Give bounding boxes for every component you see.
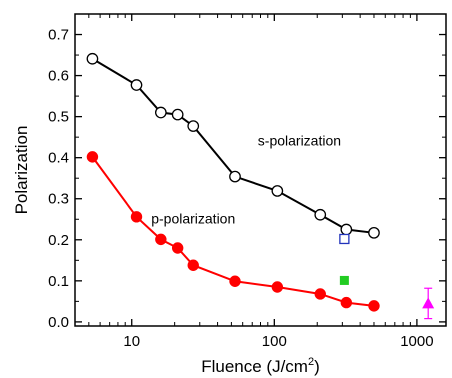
data-point xyxy=(86,151,99,163)
data-point xyxy=(130,79,143,91)
series-4 xyxy=(422,287,435,320)
y-tick-label: 0.2 xyxy=(48,232,69,249)
data-point xyxy=(130,211,143,223)
plot-frame xyxy=(74,13,447,327)
data-point xyxy=(340,223,353,236)
series-0 xyxy=(86,52,380,239)
x-axis-title: Fluence (J/cm2) xyxy=(201,356,320,376)
x-tick-label: 100 xyxy=(262,333,287,350)
axis-ticks: 10 100 1000 0.0 0.1 0.2 0.3 0.4 0.5 0.6 0.7 xyxy=(48,14,446,350)
x-axis-title-main: Fluence (J/cm xyxy=(201,357,308,376)
data-point xyxy=(314,288,326,300)
data-point xyxy=(368,300,380,312)
data-point xyxy=(155,233,167,246)
data-point xyxy=(422,297,435,309)
data-point xyxy=(339,275,349,285)
y-tick-label: 0.7 xyxy=(48,27,69,44)
data-point xyxy=(154,106,167,119)
annotation-label: s-polarization xyxy=(258,132,341,148)
plot-marks: s-polarization p-polarization xyxy=(86,52,435,320)
data-point xyxy=(86,52,99,65)
series-line xyxy=(91,57,375,234)
series-line xyxy=(91,156,375,307)
series-2 xyxy=(339,233,350,245)
y-tick-label: 0.5 xyxy=(48,109,69,126)
y-tick-label: 0.4 xyxy=(48,150,69,167)
series-1 xyxy=(86,151,380,312)
y-axis-title: Polarization xyxy=(12,126,31,215)
x-tick-label: 10 xyxy=(123,333,140,350)
x-tick-label: 1000 xyxy=(400,333,433,350)
data-point xyxy=(314,208,327,221)
data-point xyxy=(229,170,241,183)
data-point xyxy=(271,185,284,197)
data-point xyxy=(187,120,200,132)
data-point xyxy=(187,259,199,271)
series-3 xyxy=(339,275,349,285)
annotation-label: p-polarization xyxy=(151,210,235,226)
data-point xyxy=(271,281,284,293)
data-point xyxy=(340,296,353,309)
y-tick-label: 0.1 xyxy=(48,273,69,290)
y-tick-label: 0.3 xyxy=(48,191,69,208)
data-point xyxy=(171,108,184,121)
x-axis-title-close: ) xyxy=(314,357,320,376)
data-point xyxy=(368,226,380,239)
data-point xyxy=(339,233,350,245)
y-tick-label: 0.0 xyxy=(48,314,69,331)
y-tick-label: 0.6 xyxy=(48,68,69,85)
data-point xyxy=(229,275,241,287)
data-point xyxy=(171,242,184,254)
x-axis-title-superscript: 2 xyxy=(308,356,314,368)
